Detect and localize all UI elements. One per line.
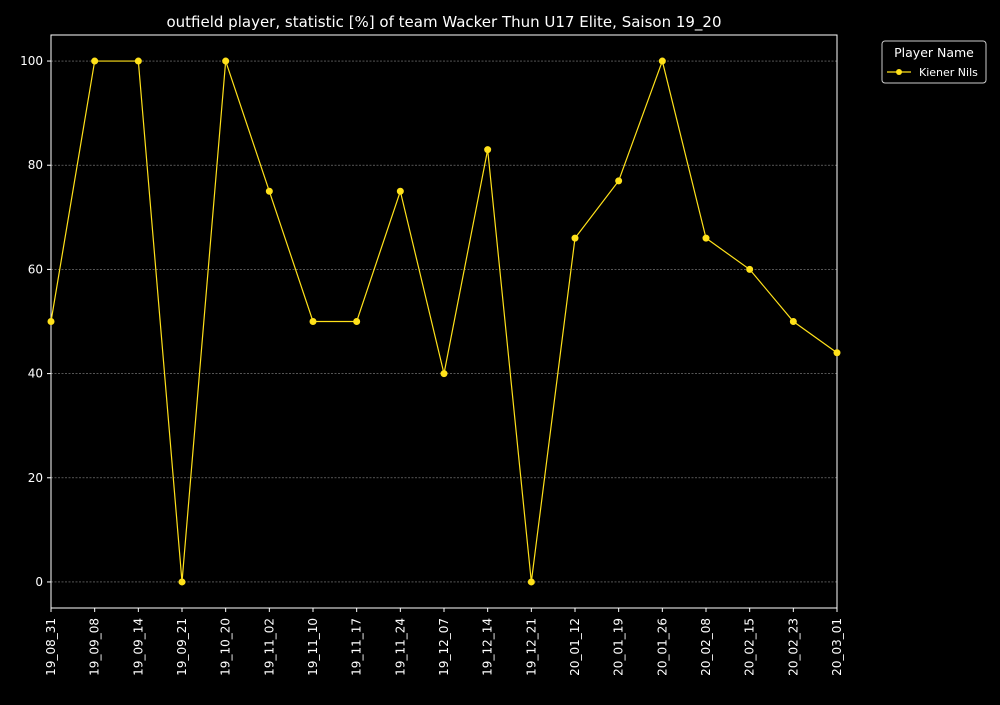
x-tick-label: 20_01_26 <box>655 618 669 676</box>
x-tick-label: 19_12_14 <box>481 618 495 676</box>
data-point <box>353 318 361 325</box>
data-point <box>178 578 186 586</box>
chart-title: outfield player, statistic [%] of team W… <box>166 13 721 32</box>
y-tick-label: 60 <box>28 262 43 276</box>
data-point <box>615 177 623 185</box>
data-point <box>527 578 535 586</box>
x-tick-label: 19_11_02 <box>262 618 276 676</box>
data-point <box>134 57 142 65</box>
series-layer <box>47 57 841 586</box>
x-tick-label: 20_02_23 <box>786 618 800 676</box>
data-point <box>746 265 754 273</box>
legend-series-marker <box>896 69 902 75</box>
legend: Player Name Kiener Nils <box>881 40 987 84</box>
plot-frame <box>50 34 838 609</box>
data-point <box>265 187 273 195</box>
axes: 0 20 40 60 80 100 19_08_31 19_09_08 19_09_14 19_0… <box>20 34 844 676</box>
legend-series-label: Kiener Nils <box>919 66 978 79</box>
x-tick-label: 19_11_17 <box>350 618 364 676</box>
y-tick-label: 80 <box>28 158 43 172</box>
x-tick-label: 19_10_20 <box>219 618 233 676</box>
data-point <box>222 57 230 65</box>
x-tick-label: 20_02_15 <box>743 618 757 676</box>
x-tick-label: 19_08_31 <box>44 618 58 676</box>
y-tick-label: 40 <box>28 367 43 381</box>
data-point <box>440 370 448 378</box>
y-tick-label: 100 <box>20 54 43 68</box>
x-tick-label: 19_11_24 <box>393 618 407 676</box>
legend-title: Player Name <box>894 45 974 60</box>
data-point <box>658 57 666 65</box>
data-point <box>702 234 710 242</box>
series-line <box>50 58 838 583</box>
y-tick-label: 20 <box>28 471 43 485</box>
x-tick-label: 19_12_07 <box>437 618 451 676</box>
x-tick-label: 20_03_01 <box>830 618 844 676</box>
data-point <box>396 187 404 195</box>
x-tick-label: 19_11_10 <box>306 618 320 676</box>
data-point <box>571 234 579 242</box>
x-tick-label: 19_09_08 <box>88 618 102 676</box>
x-tick-label: 20_01_12 <box>568 618 582 676</box>
data-point <box>91 57 99 65</box>
data-point <box>47 318 55 325</box>
data-point <box>309 318 317 325</box>
data-point <box>789 318 797 325</box>
x-tick-label: 19_09_14 <box>131 618 145 676</box>
data-point <box>833 349 841 357</box>
x-tick-label: 19_09_21 <box>175 618 189 676</box>
x-tick-label: 20_01_19 <box>612 618 626 676</box>
x-tick-label: 20_02_08 <box>699 618 713 676</box>
grid-lines <box>51 60 837 583</box>
y-tick-label: 0 <box>35 575 43 589</box>
x-tick-label: 19_12_21 <box>524 618 538 676</box>
data-point <box>484 146 492 154</box>
